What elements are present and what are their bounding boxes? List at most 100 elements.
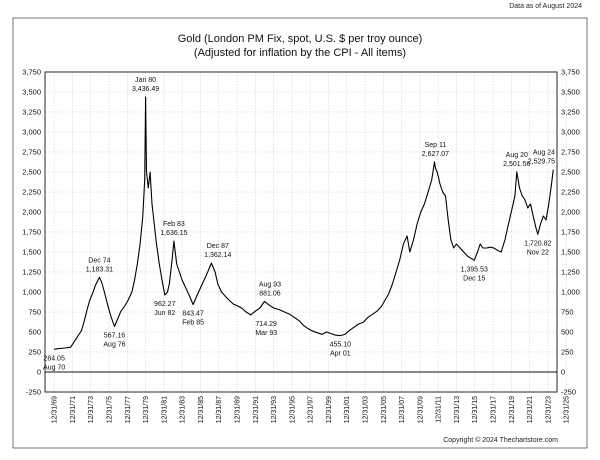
x-tick-label: 12/31/97 [308, 396, 315, 423]
x-tick-label: 12/31/21 [527, 396, 534, 423]
y-tick-label-left: 3,500 [22, 88, 41, 97]
x-tick-label: 12/31/79 [143, 396, 150, 423]
annotation-date: Mar 93 [255, 330, 277, 337]
y-tick-label-left: 750 [28, 308, 41, 317]
annotation-date: Apr 01 [330, 351, 351, 358]
annotation-date: Aug 93 [259, 282, 281, 289]
annotation-date: Dec 15 [463, 275, 485, 282]
chart-title: Gold (London PM Fix, spot, U.S. $ per tr… [177, 33, 423, 45]
x-tick-label: 12/31/07 [399, 396, 406, 423]
annotation-value: 1,183.31 [86, 266, 113, 273]
x-tick-label: 12/31/11 [436, 396, 443, 423]
y-tick-label-right: 250 [561, 348, 574, 357]
annotation-value: 843.47 [182, 311, 204, 318]
y-axis-left: -250 0 250 500 750 1,000 1,250 1,500 1,750 2,000 2… [22, 68, 41, 397]
annotation-date: Dec 87 [207, 243, 229, 250]
x-tick-label: 12/31/13 [454, 396, 461, 423]
y-tick-label-right: 2,250 [561, 188, 580, 197]
y-tick-label-left: 500 [28, 328, 41, 337]
annotation-value: 881.06 [259, 291, 281, 298]
annotation-date: Nov 22 [527, 249, 549, 256]
annotation-date: Dec 74 [88, 257, 110, 264]
x-tick-label: 12/31/87 [216, 396, 223, 423]
y-tick-label-left: 0 [37, 368, 41, 377]
annotation-value: 962.27 [154, 301, 176, 308]
annotation-value: 3,436.49 [132, 86, 159, 93]
annotation-date: Jun 82 [154, 310, 175, 317]
y-tick-label-left: 250 [28, 348, 41, 357]
x-tick-label: 12/31/03 [363, 396, 370, 423]
y-tick-label-right: 0 [561, 368, 565, 377]
x-tick-label: 12/31/15 [472, 396, 479, 423]
y-tick-label-right: 750 [561, 308, 574, 317]
y-tick-label-left: 3,000 [22, 128, 41, 137]
y-tick-label-right: 500 [561, 328, 574, 337]
annotation-value: 567.16 [104, 333, 126, 340]
x-tick-label: 12/31/73 [88, 396, 95, 423]
annotation-value: 714.29 [256, 321, 278, 328]
x-tick-label: 12/31/83 [180, 396, 187, 423]
annotation-value: 1,395.53 [461, 266, 488, 273]
x-tick-label: 12/31/99 [326, 396, 333, 423]
annotation-date: Feb 83 [163, 221, 185, 228]
copyright-note: Copyright © 2024 Thechartstore.com [443, 437, 558, 444]
x-axis: 12/31/69 12/31/71 12/31/73 12/31/75 12/31/77… [52, 396, 571, 423]
x-tick-label: 12/31/25 [564, 396, 571, 423]
x-tick-label: 12/31/69 [52, 396, 59, 423]
annotation-value: 1,636.15 [160, 230, 187, 237]
y-tick-label-left: 2,000 [22, 208, 41, 217]
annotation-value: 1,362.14 [204, 252, 231, 259]
gold-price-line [54, 96, 554, 350]
y-tick-label-right: 2,750 [561, 148, 580, 157]
x-tick-label: 12/31/01 [344, 396, 351, 423]
x-tick-label: 12/31/23 [545, 396, 552, 423]
y-tick-label-right: 2,000 [561, 208, 580, 217]
x-tick-label: 12/31/81 [161, 396, 168, 423]
chart-frame [12, 17, 588, 449]
y-tick-label-left: 2,500 [22, 168, 41, 177]
annotation-group: 284.05 Aug 70 1,183.31 Dec 74 567.16 Aug 76 3,… [43, 77, 555, 371]
annotation-date: Sep 11 [425, 142, 447, 149]
x-tick-label: 12/31/93 [271, 396, 278, 423]
chart-subtitle: (Adjusted for inflation by the CPI - All… [193, 47, 407, 59]
y-tick-label-right: 3,500 [561, 88, 580, 97]
y-tick-label-right: 1,000 [561, 288, 580, 297]
annotation-date: Feb 85 [182, 320, 204, 327]
plot-area-border [44, 71, 558, 393]
x-tick-label: 12/31/85 [198, 396, 205, 423]
x-tick-label: 12/31/71 [70, 396, 77, 423]
y-tick-label-left: -250 [26, 388, 41, 397]
annotation-value: 2,529.75 [528, 159, 555, 166]
annotation-value: 455.10 [330, 342, 352, 349]
annotation-value: 2,501.56 [503, 161, 530, 168]
series-group [54, 96, 554, 350]
y-tick-label-right: 3,250 [561, 108, 580, 117]
y-tick-label-left: 1,750 [22, 228, 41, 237]
annotation-value: 284.05 [43, 355, 65, 362]
annotation-value: 1,720.82 [524, 240, 551, 247]
y-tick-label-right: 3,000 [561, 128, 580, 137]
y-tick-label-right: 3,750 [561, 68, 580, 77]
x-tick-label: 12/31/09 [417, 396, 424, 423]
x-tick-label: 12/31/91 [253, 396, 260, 423]
x-tick-label: 12/31/77 [125, 396, 132, 423]
y-tick-label-left: 1,500 [22, 248, 41, 257]
annotation-date: Aug 70 [43, 364, 65, 371]
y-tick-label-left: 2,250 [22, 188, 41, 197]
y-tick-label-left: 3,750 [22, 68, 41, 77]
data-as-of-note: Data as of August 2024 [509, 3, 582, 10]
annotation-date: Aug 24 [533, 150, 555, 157]
annotation-value: 2,627.07 [422, 151, 449, 158]
x-tick-label: 12/31/95 [289, 396, 296, 423]
y-tick-label-left: 1,000 [22, 288, 41, 297]
x-tick-label: 12/31/05 [381, 396, 388, 423]
y-axis-right: -250 0 250 500 750 1,000 1,250 1,500 1,750 2,000 2… [561, 68, 580, 397]
x-tick-label: 12/31/89 [235, 396, 242, 423]
y-tick-label-right: 1,750 [561, 228, 580, 237]
x-tick-label: 12/31/17 [491, 396, 498, 423]
y-tick-label-right: 1,250 [561, 268, 580, 277]
x-tick-label: 12/31/19 [509, 396, 516, 423]
plot-border [44, 71, 558, 393]
y-tick-label-left: 2,750 [22, 148, 41, 157]
